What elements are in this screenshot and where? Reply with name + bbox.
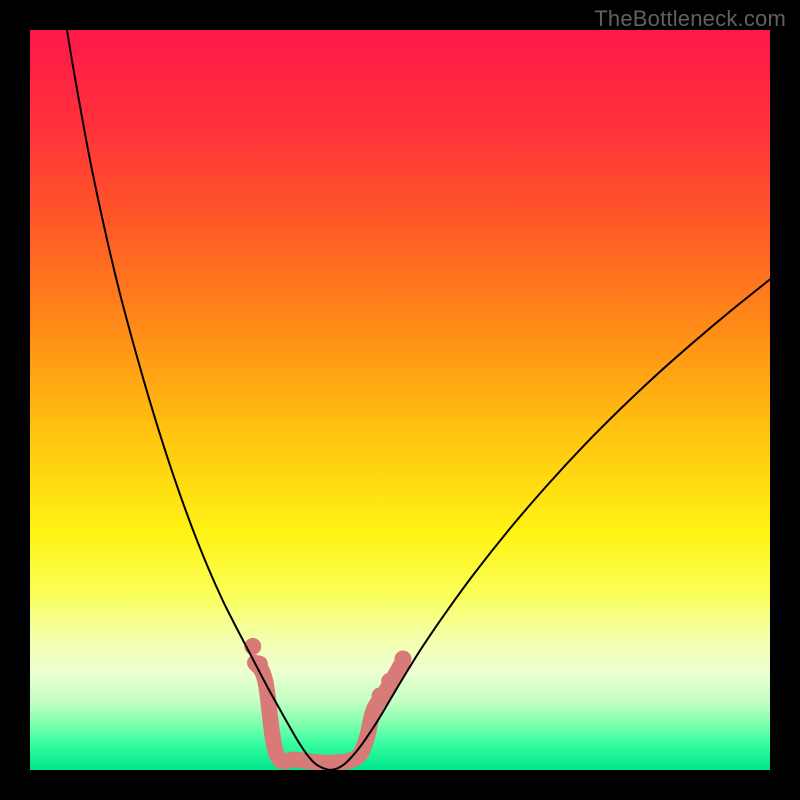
threshold-dot xyxy=(381,673,398,690)
threshold-dot xyxy=(372,688,389,705)
watermark-text: TheBottleneck.com xyxy=(594,6,786,32)
threshold-dot xyxy=(394,651,411,668)
bottleneck-chart xyxy=(30,30,770,770)
chart-svg xyxy=(30,30,770,770)
